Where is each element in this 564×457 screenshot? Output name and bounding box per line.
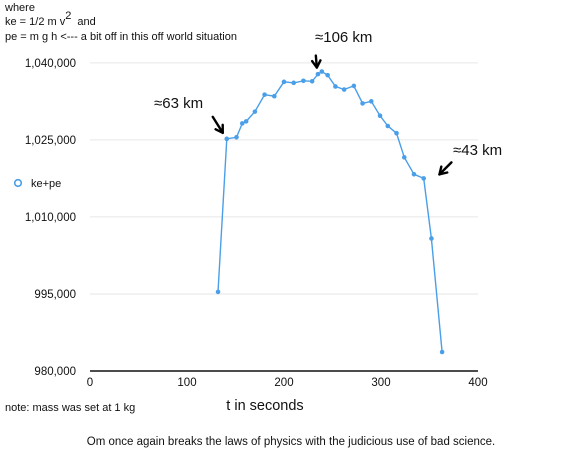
x-axis-ticks: 0 100 200 300 400	[87, 377, 488, 389]
data-point	[369, 99, 374, 104]
data-point	[252, 109, 258, 114]
data-point	[315, 71, 321, 77]
caption: Om once again breaks the laws of physics…	[87, 436, 495, 448]
header-line-2-superscript: 2	[65, 10, 71, 22]
mass-note: note: mass was set at 1 kg	[5, 402, 135, 414]
annotation-arrow-head	[310, 59, 322, 69]
y-tick-label: 995,000	[34, 289, 76, 301]
header-line-2-tail: and	[77, 16, 95, 28]
legend: ke+pe	[13, 178, 61, 190]
y-tick-label: 1,040,000	[25, 58, 76, 70]
data-point	[429, 236, 434, 241]
annotation-arrow-shaft	[211, 115, 224, 135]
header-line-2: ke = 1/2 m v2 and	[5, 10, 96, 28]
data-point	[281, 79, 287, 85]
data-point	[341, 87, 347, 92]
data-point	[272, 93, 277, 99]
data-point	[411, 171, 417, 177]
annotation-arrow-shaft	[438, 161, 453, 176]
data-point	[215, 289, 221, 295]
data-point	[377, 113, 383, 119]
annotation-label: ≈43 km	[453, 142, 502, 159]
data-point	[325, 72, 330, 78]
annotations: ≈63 km ≈106 km ≈43 km	[154, 29, 502, 176]
x-tick-label: 400	[468, 377, 487, 389]
data-point	[360, 101, 365, 106]
data-point	[301, 78, 306, 84]
data-point	[421, 176, 426, 181]
data-point	[333, 84, 338, 89]
series-ke-pe	[215, 69, 445, 355]
annotation-arrow-head	[438, 165, 449, 176]
y-tick-label: 1,025,000	[25, 135, 76, 147]
data-point	[319, 69, 325, 74]
data-point	[385, 123, 391, 129]
annotation-arrow-head	[214, 123, 224, 135]
annotation-label: ≈63 km	[154, 95, 203, 112]
grid-lines	[90, 62, 478, 295]
header-line-2-text: ke = 1/2 m v	[5, 16, 66, 28]
data-point	[243, 119, 249, 124]
data-point	[234, 134, 239, 140]
data-point	[224, 136, 230, 142]
y-tick-label: 980,000	[34, 366, 76, 378]
x-tick-label: 100	[177, 377, 196, 389]
data-point	[291, 80, 297, 86]
header-line-3: pe = m g h <--- a bit off in this off wo…	[5, 31, 237, 43]
data-point	[351, 83, 357, 89]
y-axis-ticks: 980,000 995,000 1,010,000 1,025,000 1,040,00…	[25, 58, 76, 378]
legend-marker	[13, 178, 23, 188]
legend-label-ke-pe: ke+pe	[31, 178, 61, 190]
x-tick-label: 0	[87, 377, 93, 389]
data-point	[262, 92, 267, 97]
annotation-label: ≈106 km	[315, 29, 372, 46]
y-tick-label: 1,010,000	[25, 212, 76, 224]
data-point	[439, 349, 445, 355]
data-point	[239, 121, 245, 126]
data-point	[394, 130, 399, 136]
header-line-1: where	[4, 2, 35, 14]
x-tick-label: 300	[371, 377, 390, 389]
series-line	[217, 70, 443, 353]
data-point	[401, 155, 407, 160]
data-point	[309, 79, 315, 84]
x-axis-label: t in seconds	[226, 398, 303, 414]
x-tick-label: 200	[274, 377, 293, 389]
